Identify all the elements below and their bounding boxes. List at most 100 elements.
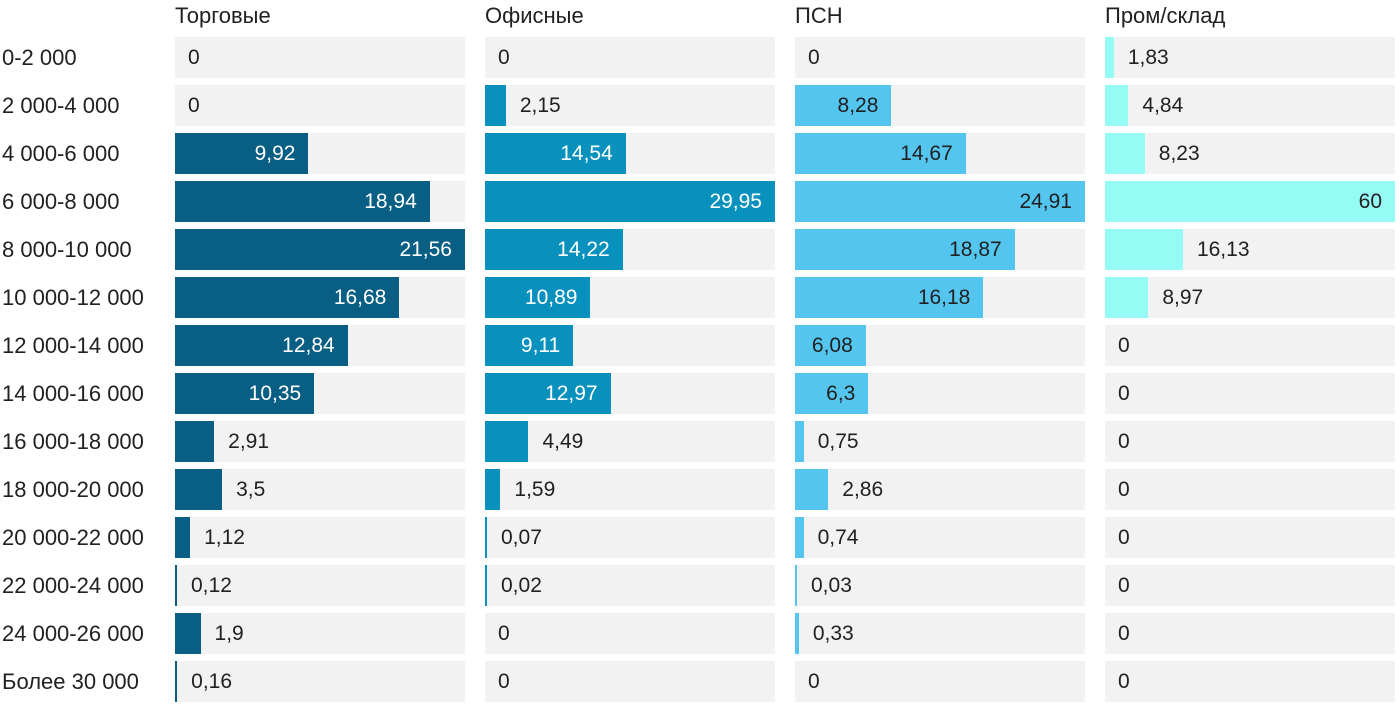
bar-value-label: 0 bbox=[1118, 429, 1130, 453]
bar-segment bbox=[1105, 277, 1149, 318]
bar-track: 4,49 bbox=[485, 421, 775, 462]
bar-track: 21,56 bbox=[175, 229, 465, 270]
bar-segment bbox=[175, 373, 315, 414]
bar-value-label: 0,03 bbox=[811, 573, 852, 597]
bar-track: 0 bbox=[1105, 421, 1395, 462]
bar-value-label: 0,33 bbox=[812, 621, 854, 645]
bar-segment bbox=[795, 613, 799, 654]
bar-segment bbox=[485, 277, 591, 318]
bar-segment bbox=[795, 325, 866, 366]
bar-segment bbox=[795, 229, 1015, 270]
bar-track: 0 bbox=[1105, 661, 1395, 702]
bar-value-label: 0,75 bbox=[817, 429, 859, 453]
bar-value-label: 14,22 bbox=[557, 237, 610, 261]
bar-value-label: 0,16 bbox=[191, 669, 233, 693]
series-header-ofisnye: Офисные bbox=[485, 3, 584, 28]
category-label: 22 000-24 000 bbox=[2, 572, 144, 598]
category-label: 18 000-20 000 bbox=[2, 476, 144, 502]
bar-segment bbox=[795, 421, 804, 462]
bar-value-label: 14,67 bbox=[900, 141, 953, 165]
bar-segment bbox=[175, 229, 465, 270]
bar-track: 0,16 bbox=[175, 661, 465, 702]
category-label: 24 000-26 000 bbox=[2, 620, 144, 646]
bar-value-label: 0 bbox=[498, 621, 510, 645]
bar-value-label: 21,56 bbox=[399, 237, 452, 261]
bar-track: 0 bbox=[795, 37, 1085, 78]
category-label: 8 000-10 000 bbox=[2, 236, 132, 262]
bar-value-label: 0,07 bbox=[501, 525, 542, 549]
bar-track: 1,83 bbox=[1105, 37, 1395, 78]
bar-value-label: 60 bbox=[1358, 189, 1382, 213]
bar-value-label: 4,49 bbox=[542, 429, 584, 453]
bar-value-label: 0 bbox=[808, 45, 820, 69]
bar-track: 24,91 bbox=[795, 181, 1085, 222]
bar-track: 14,22 bbox=[485, 229, 775, 270]
bar-track: 0,75 bbox=[795, 421, 1085, 462]
bar-track: 0 bbox=[175, 37, 465, 78]
bar-segment bbox=[795, 85, 892, 126]
bar-track: 0,74 bbox=[795, 517, 1085, 558]
bar-value-label: 12,84 bbox=[282, 333, 335, 357]
category-label: 14 000-16 000 bbox=[2, 380, 144, 406]
category-label: 0-2 000 bbox=[2, 44, 77, 70]
bar-segment bbox=[175, 469, 223, 510]
bar-segment bbox=[485, 517, 487, 558]
bar-segment bbox=[485, 373, 611, 414]
bar-value-label: 8,28 bbox=[837, 93, 879, 117]
bar-segment bbox=[1105, 133, 1145, 174]
bar-segment bbox=[175, 421, 215, 462]
bar-value-label: 0,02 bbox=[501, 573, 542, 597]
bar-track: 0,33 bbox=[795, 613, 1085, 654]
bar-value-label: 0 bbox=[188, 93, 200, 117]
bar-segment bbox=[795, 277, 984, 318]
bar-track: 0,02 bbox=[485, 565, 775, 606]
bar-value-label: 2,15 bbox=[519, 93, 561, 117]
bar-segment bbox=[175, 661, 178, 702]
category-label: Более 30 000 bbox=[2, 668, 139, 694]
bar-segment bbox=[485, 181, 775, 222]
bar-segment bbox=[175, 517, 191, 558]
bar-segment bbox=[795, 565, 797, 606]
bar-value-label: 14,54 bbox=[560, 141, 613, 165]
bar-segment bbox=[175, 613, 201, 654]
bar-segment bbox=[1105, 37, 1114, 78]
bar-track: 10,35 bbox=[175, 373, 465, 414]
bar-segment bbox=[175, 181, 430, 222]
bar-value-label: 0 bbox=[1118, 525, 1130, 549]
bar-segment bbox=[1105, 229, 1183, 270]
bar-segment bbox=[175, 565, 177, 606]
bar-segment bbox=[1105, 181, 1395, 222]
bar-value-label: 10,35 bbox=[248, 381, 302, 405]
bar-value-label: 29,95 bbox=[709, 189, 762, 213]
bar-track: 0 bbox=[795, 661, 1085, 702]
bar-segment bbox=[795, 469, 829, 510]
bar-track: 0 bbox=[1105, 517, 1395, 558]
bar-value-label: 18,87 bbox=[949, 237, 1002, 261]
bar-track: 0 bbox=[1105, 469, 1395, 510]
bar-track: 16,13 bbox=[1105, 229, 1395, 270]
bar-value-label: 0 bbox=[498, 45, 510, 69]
bar-value-label: 24,91 bbox=[1019, 189, 1072, 213]
bar-track: 0 bbox=[1105, 325, 1395, 366]
bar-track: 1,12 bbox=[175, 517, 465, 558]
bar-value-label: 0 bbox=[188, 45, 200, 69]
bar-track: 29,95 bbox=[485, 181, 775, 222]
bar-track: 10,89 bbox=[485, 277, 775, 318]
bar-track: 12,97 bbox=[485, 373, 775, 414]
bar-segment bbox=[795, 181, 1085, 222]
bar-value-label: 2,86 bbox=[842, 477, 884, 501]
bar-track: 0 bbox=[485, 661, 775, 702]
bar-track: 18,87 bbox=[795, 229, 1085, 270]
bar-track: 18,94 bbox=[175, 181, 465, 222]
bar-segment bbox=[175, 277, 400, 318]
bar-track: 0 bbox=[485, 613, 775, 654]
bar-track: 0 bbox=[175, 85, 465, 126]
bar-segment bbox=[485, 229, 623, 270]
bar-segment bbox=[175, 325, 348, 366]
bar-track: 16,68 bbox=[175, 277, 465, 318]
bar-track: 8,97 bbox=[1105, 277, 1395, 318]
bar-segment bbox=[485, 85, 506, 126]
bar-segment bbox=[485, 469, 501, 510]
bar-value-label: 0 bbox=[1118, 621, 1130, 645]
bar-track: 0 bbox=[1105, 373, 1395, 414]
